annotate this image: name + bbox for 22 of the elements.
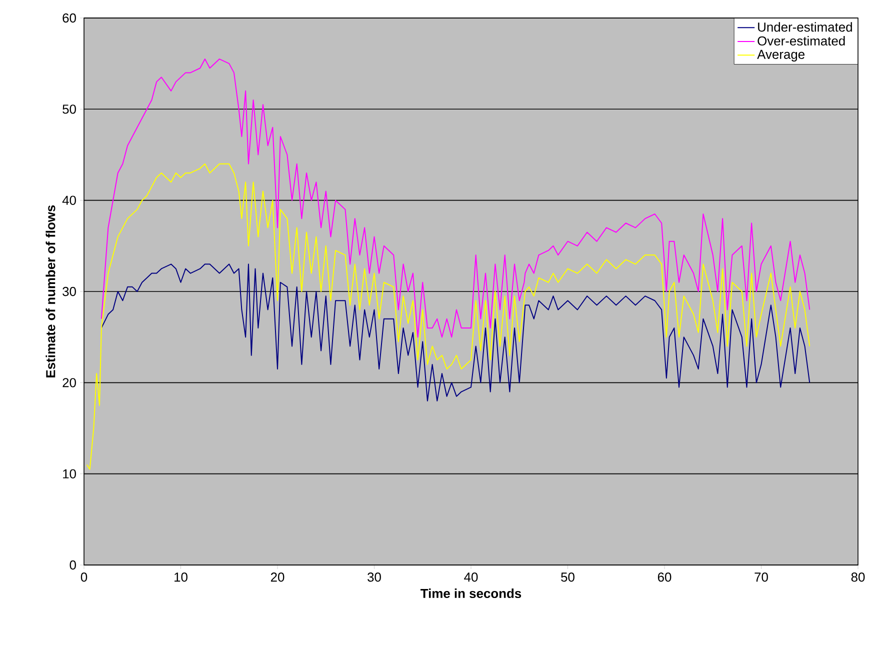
line-series — [100, 264, 810, 402]
y-tick-label: 40 — [62, 196, 76, 205]
y-tick-label: 60 — [62, 13, 76, 23]
x-tick-label: 70 — [754, 572, 768, 582]
x-tick-label: 20 — [270, 572, 284, 582]
y-tick-label: 0 — [70, 560, 76, 570]
x-tick-label: 80 — [851, 572, 865, 582]
legend-label: Average — [757, 50, 804, 62]
y-tick-label: 30 — [62, 286, 76, 296]
y-tick-label: 20 — [62, 378, 76, 388]
x-tick-label: 30 — [368, 572, 381, 582]
x-tick-label: 0 — [80, 572, 88, 582]
x-axis-title: Time in seconds — [420, 588, 522, 598]
y-axis-title: Estimate of number of flows — [46, 205, 56, 378]
x-tick-label: 60 — [658, 572, 672, 582]
x-tick-label: 40 — [464, 572, 478, 582]
y-tick-label: 10 — [63, 469, 76, 478]
legend-label: Under-estimated — [758, 22, 852, 32]
y-tick-label: 50 — [62, 104, 76, 114]
x-tick-label: 10 — [174, 572, 188, 582]
x-tick-label: 50 — [561, 572, 574, 582]
legend-label: Over-estimated — [758, 36, 845, 46]
